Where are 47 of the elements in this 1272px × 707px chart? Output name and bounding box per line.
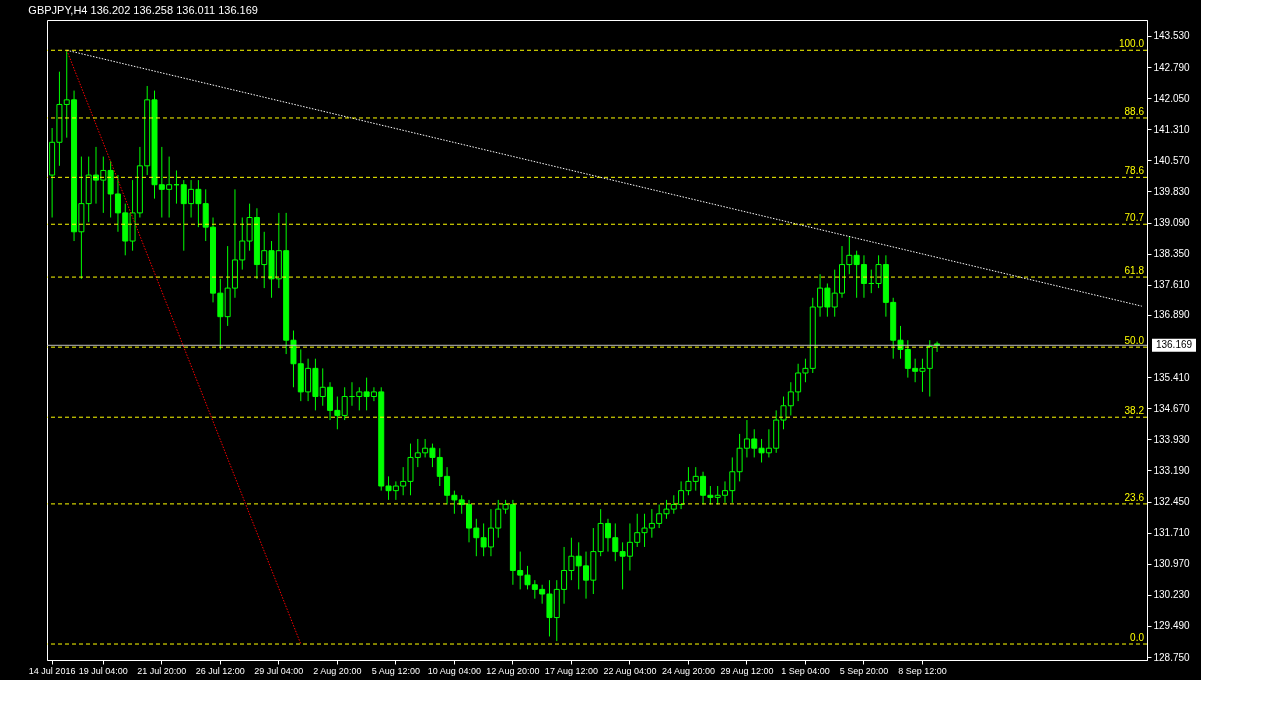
y-tick-label: 135.410: [1153, 371, 1191, 383]
y-tick-label: 128.750: [1153, 651, 1191, 663]
ref-line-label: 61.8: [1124, 265, 1145, 277]
y-tick-label: 130.230: [1153, 589, 1191, 601]
x-tick-label: 29 Aug 12:00: [720, 665, 774, 676]
x-tick-label: 19 Jul 04:00: [78, 665, 128, 676]
y-tick-label: 139.830: [1153, 185, 1191, 197]
ref-line-label: 88.6: [1124, 105, 1145, 117]
y-tick-label: 138.350: [1153, 248, 1191, 260]
x-tick-label: 1 Sep 04:00: [781, 665, 830, 676]
chart-title: GBPJPY,H4 136.202 136.258 136.011 136.169: [28, 4, 258, 16]
ref-line-label: 38.2: [1124, 405, 1145, 417]
y-tick-label: 133.190: [1153, 464, 1191, 476]
y-tick-label: 132.450: [1153, 496, 1191, 508]
x-tick-label: 29 Jul 04:00: [254, 665, 304, 676]
x-tick-label: 2 Aug 20:00: [313, 665, 362, 676]
y-tick-label: 140.570: [1153, 154, 1191, 166]
y-tick-label: 131.710: [1153, 527, 1191, 539]
x-tick-label: 5 Aug 12:00: [371, 665, 420, 676]
x-tick-label: 22 Aug 04:00: [603, 665, 657, 676]
x-tick-label: 26 Jul 12:00: [195, 665, 245, 676]
y-tick-label: 139.090: [1153, 217, 1191, 229]
ref-line-label: 100.0: [1118, 38, 1145, 50]
x-tick-label: 17 Aug 12:00: [544, 665, 598, 676]
x-tick-label: 14 Jul 2016: [28, 665, 76, 676]
y-tick-label: 130.970: [1153, 558, 1191, 570]
ref-line-label: 70.7: [1124, 212, 1145, 224]
y-tick-label: 142.050: [1153, 92, 1191, 104]
y-tick-label: 129.490: [1153, 620, 1191, 632]
y-tick-label: 143.530: [1153, 30, 1191, 42]
x-tick-label: 12 Aug 20:00: [486, 665, 540, 676]
ref-line-label: 23.6: [1124, 491, 1145, 503]
x-tick-label: 8 Sep 12:00: [898, 665, 947, 676]
ref-line-label: 50.0: [1124, 335, 1145, 347]
y-tick-label: 141.310: [1153, 123, 1191, 135]
x-tick-label: 21 Jul 20:00: [137, 665, 187, 676]
y-tick-label: 136.890: [1153, 309, 1191, 321]
ref-line-label: 78.6: [1124, 165, 1145, 177]
x-tick-label: 5 Sep 20:00: [839, 665, 889, 676]
y-tick-label: 142.790: [1153, 61, 1191, 73]
x-tick-label: 24 Aug 20:00: [661, 665, 715, 676]
x-tick-label: 10 Aug 04:00: [427, 665, 481, 676]
ref-line-label: 136.169: [1155, 339, 1193, 351]
y-tick-label: 134.670: [1153, 402, 1191, 414]
ref-line-label: 0.0: [1130, 632, 1145, 644]
y-tick-label: 137.610: [1153, 279, 1191, 291]
y-tick-label: 133.930: [1153, 433, 1191, 445]
